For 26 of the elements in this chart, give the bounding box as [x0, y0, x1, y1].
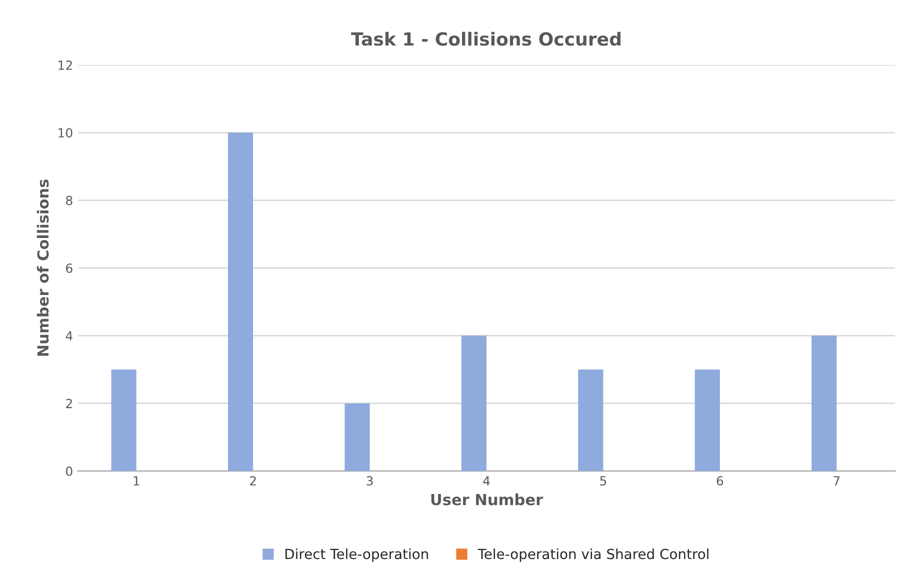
x-tick-label: 3	[366, 476, 373, 486]
y-axis-title: Number of Collisions	[36, 180, 49, 356]
y-tick-label: 8	[66, 196, 72, 206]
x-tick-label: 6	[716, 476, 724, 486]
x-tick-label: 4	[483, 476, 490, 486]
bar	[344, 403, 370, 471]
y-tick-label: 2	[66, 398, 72, 408]
x-axis-title: User Number	[431, 494, 544, 506]
bar	[461, 336, 486, 471]
bar	[111, 370, 136, 471]
x-tick-label: 1	[134, 476, 140, 486]
legend-label: Tele-operation via Shared Control	[478, 548, 708, 562]
y-tick-label: 10	[58, 128, 72, 138]
x-tick-label: 2	[250, 476, 256, 486]
y-tick-label: 0	[66, 466, 72, 476]
y-tick-label: 4	[66, 331, 72, 340]
bar	[812, 336, 837, 471]
x-tick-label: 5	[600, 476, 606, 486]
bar	[578, 370, 604, 471]
y-tick-label: 12	[58, 60, 72, 70]
chart-title: Task 1 - Collisions Occured	[351, 32, 620, 46]
bar	[228, 132, 254, 471]
y-tick-label: 6	[66, 263, 72, 273]
legend-label: Direct Tele-operation	[285, 548, 428, 562]
x-tick-label: 7	[834, 476, 840, 486]
bar	[694, 370, 720, 471]
